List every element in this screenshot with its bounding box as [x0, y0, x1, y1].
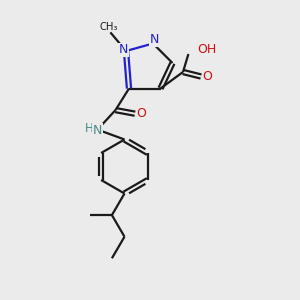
Text: N: N	[119, 43, 128, 56]
Text: H: H	[85, 122, 94, 135]
Text: N: N	[149, 33, 159, 46]
Text: CH₃: CH₃	[100, 22, 118, 32]
Text: N: N	[93, 124, 102, 137]
Text: OH: OH	[197, 43, 216, 56]
Text: O: O	[203, 70, 212, 83]
Text: O: O	[137, 107, 146, 120]
